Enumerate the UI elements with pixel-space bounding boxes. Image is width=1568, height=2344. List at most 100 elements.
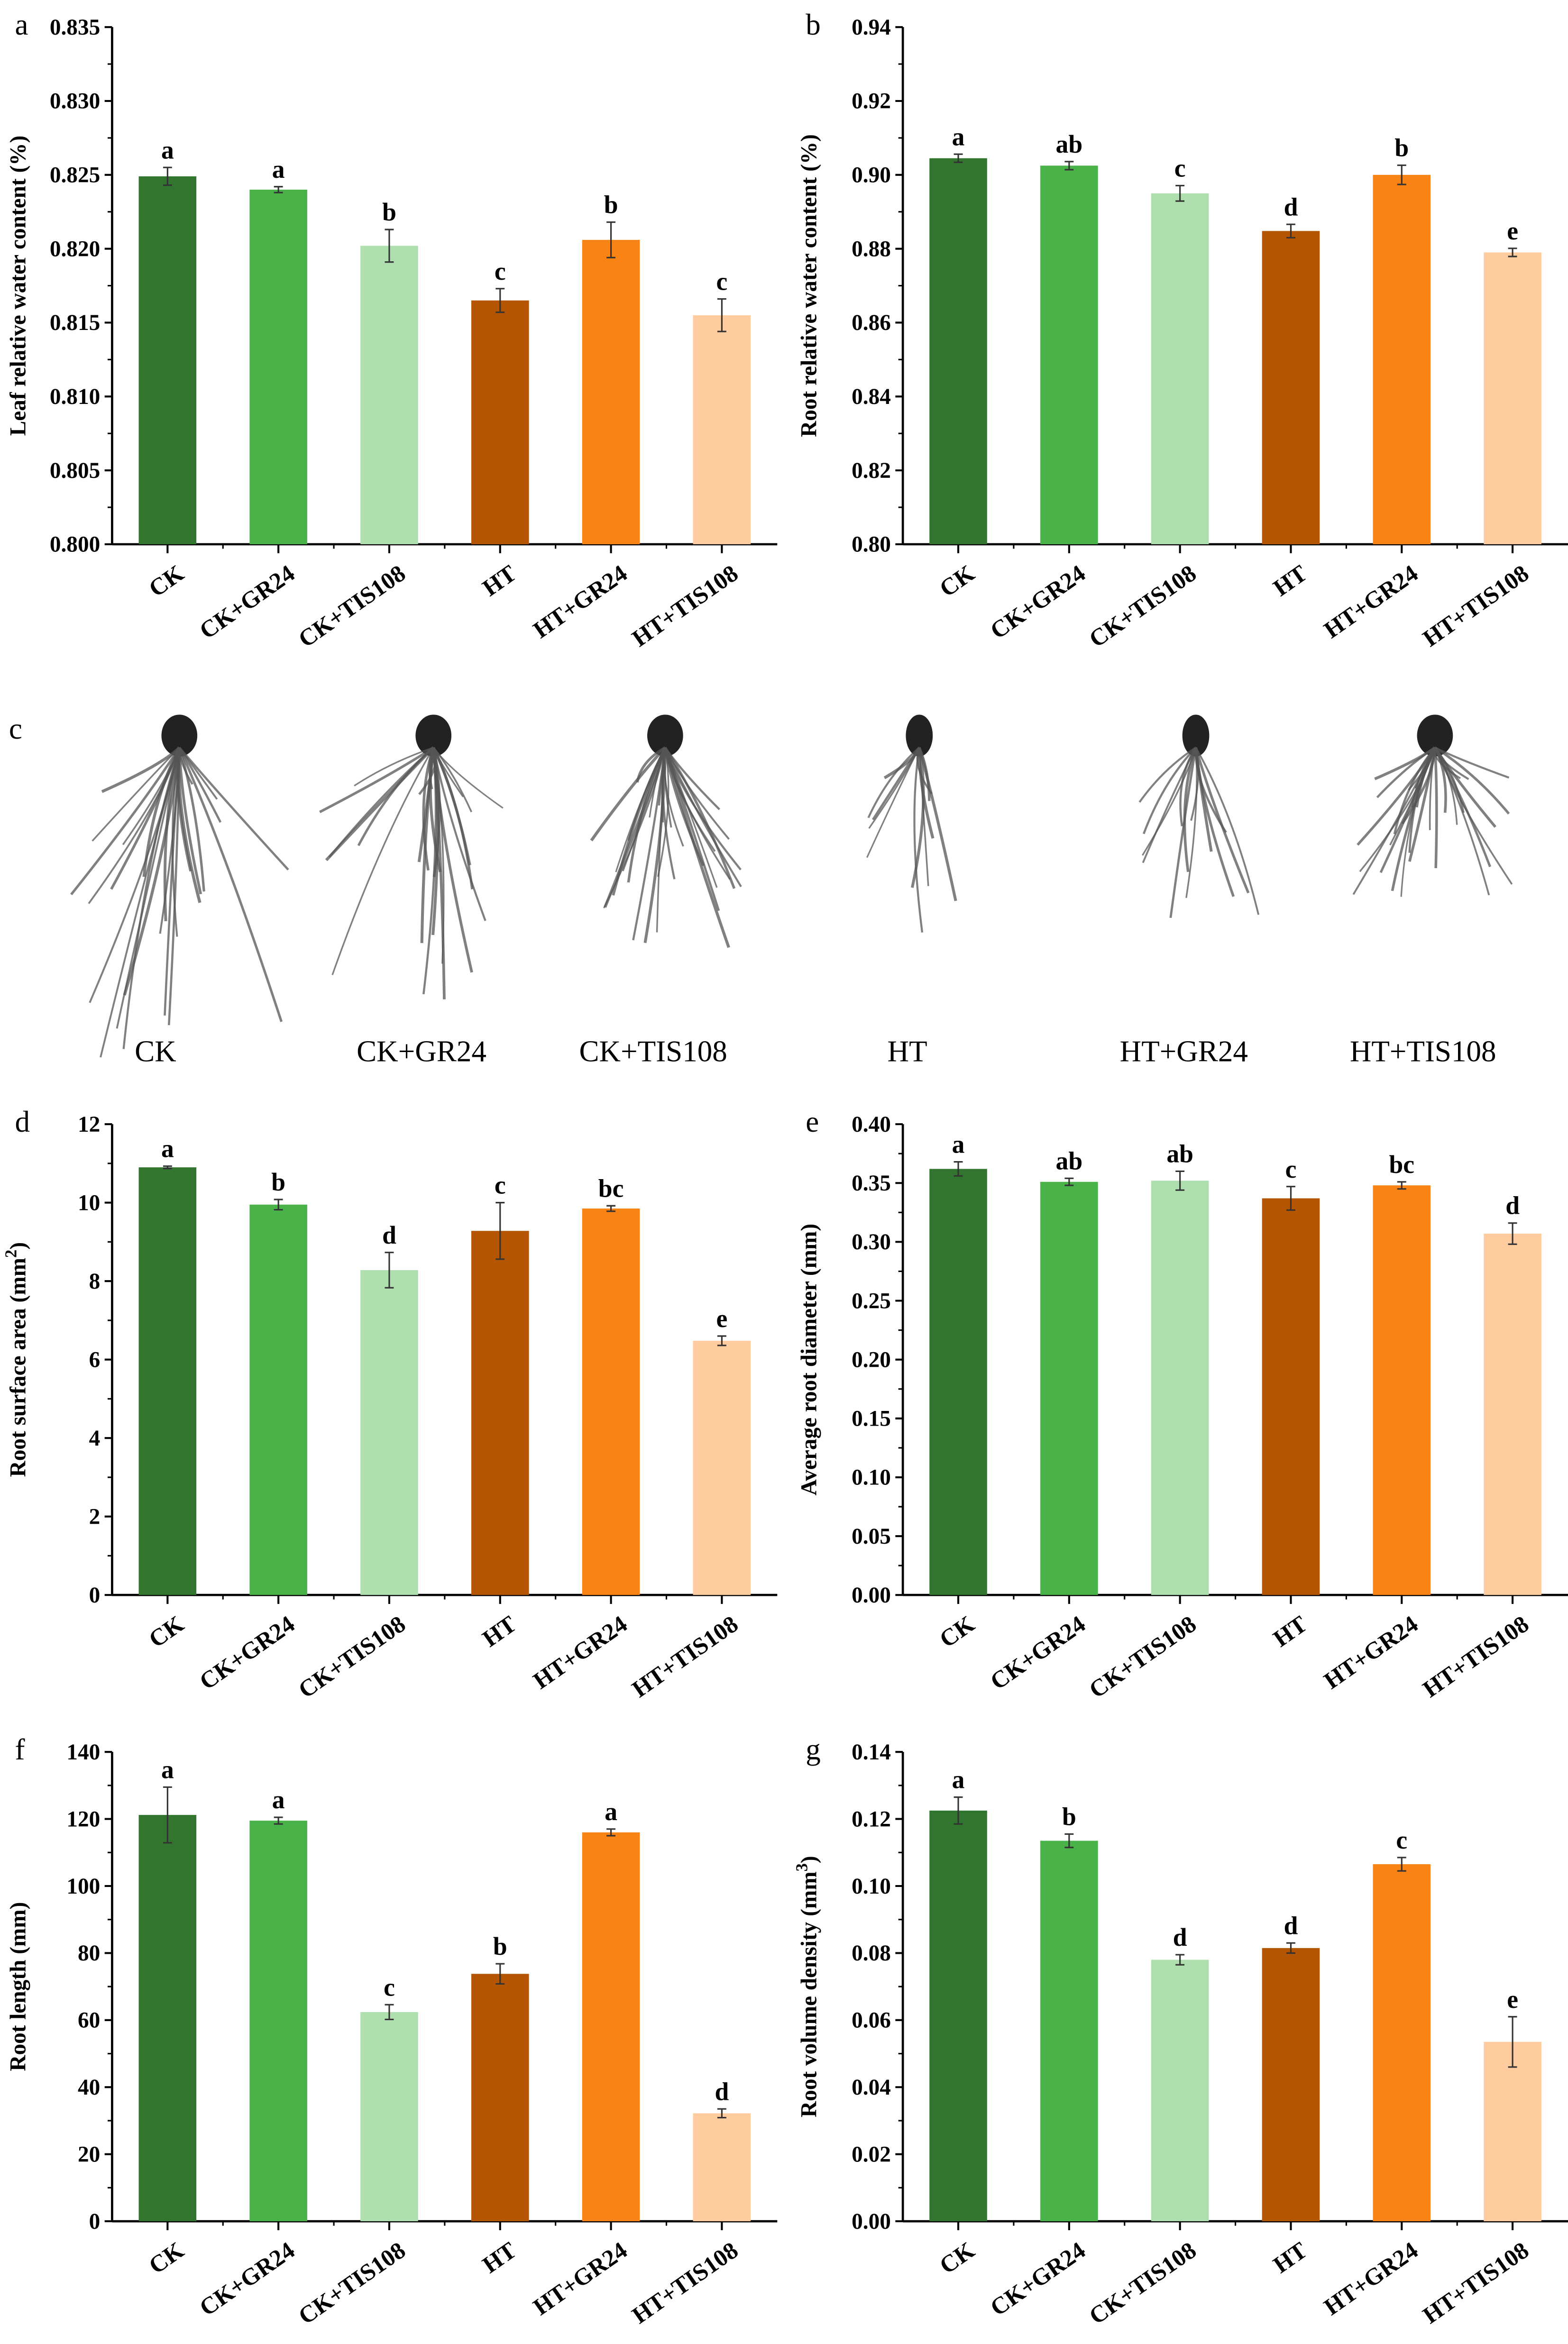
chart-g: g 0.00 0.02 0.04 0.06 0.08 0.10 0.12 0.14 Root vo… <box>793 1733 1568 2329</box>
x-tick-label: HT+GR24 <box>528 2237 632 2320</box>
significance-letter: c <box>1174 154 1186 182</box>
root-photo: HT+GR24 <box>1120 714 1260 1068</box>
significance-letter: b <box>382 198 396 226</box>
y-tick-label: 0.30 <box>852 1230 891 1254</box>
root-strand <box>1194 747 1250 894</box>
x-tick-label: CK <box>144 1611 188 1653</box>
x-tick-label: CK <box>935 559 979 602</box>
root-strand <box>92 747 180 842</box>
bar-ht <box>1262 1948 1320 2222</box>
y-tick-label: 0.92 <box>852 89 891 114</box>
x-tick-label: HT+GR24 <box>528 559 632 643</box>
y-axis-label: Root relative water content (%) <box>797 134 821 437</box>
root-strand <box>867 747 920 818</box>
y-tick-label: 0.835 <box>50 15 100 40</box>
y-tick-label: 20 <box>78 2142 100 2167</box>
significance-letter: d <box>382 1221 396 1249</box>
bar-ht <box>1262 231 1320 544</box>
panel-label-a: a <box>15 8 28 41</box>
root-strand <box>432 747 504 809</box>
x-tick-label: HT+TIS108 <box>1418 559 1533 651</box>
y-label-text: Root relative water content (%) <box>797 134 821 437</box>
y-tick-label: 0.825 <box>50 163 100 188</box>
root-strand <box>178 747 289 870</box>
root-crown <box>161 714 198 757</box>
chart-e: e 0.00 0.05 0.10 0.15 0.20 0.25 0.30 0.35 0.40 Ave… <box>797 1105 1568 1703</box>
root-strand <box>1183 747 1197 872</box>
root-strand <box>913 747 924 933</box>
y-tick-label: 0.00 <box>852 1583 891 1608</box>
significance-letter: e <box>716 1304 728 1333</box>
y-tick-label: 0.25 <box>852 1289 891 1313</box>
significance-letter: b <box>271 1168 285 1196</box>
root-strand <box>1429 747 1436 830</box>
y-tick-label: 0.830 <box>50 89 100 114</box>
root-crown <box>647 714 683 757</box>
root-crown <box>1417 714 1453 757</box>
root-strand <box>1376 746 1436 798</box>
bar-ht <box>471 1231 529 1595</box>
y-tick-label: 4 <box>89 1426 101 1451</box>
significance-letter: c <box>1396 1826 1407 1854</box>
root-strand <box>1138 746 1197 803</box>
y-tick-label: 40 <box>78 2075 100 2100</box>
y-tick-label: 0.40 <box>852 1112 891 1137</box>
significance-letter: a <box>161 136 174 164</box>
significance-letter: d <box>1284 1911 1298 1940</box>
y-tick-label: 6 <box>89 1347 101 1372</box>
root-strand <box>1143 747 1197 834</box>
y-tick-label: 0.08 <box>852 1941 891 1966</box>
root-strand <box>917 747 935 839</box>
bar-ck <box>138 1167 197 1595</box>
root-strand <box>432 747 441 878</box>
x-tick-label: CK+TIS108 <box>293 2237 410 2330</box>
significance-letter: ab <box>1056 130 1083 158</box>
root-photo: CK+GR24 <box>319 714 504 1068</box>
root-strand <box>178 747 205 892</box>
significance-letter: a <box>605 1797 617 1826</box>
bar-ck-gr24 <box>249 1821 307 2222</box>
photo-caption: HT+GR24 <box>1120 1035 1248 1068</box>
root-crown <box>1182 714 1210 757</box>
x-tick-label: HT <box>477 2237 521 2279</box>
bar-ck-gr24 <box>1040 1840 1098 2222</box>
y-tick-label: 0.00 <box>852 2209 891 2234</box>
y-tick-label: 0 <box>89 1583 101 1608</box>
y-tick-label: 0.05 <box>852 1524 891 1549</box>
root-strand <box>1195 747 1260 915</box>
y-tick-label: 140 <box>66 1740 100 1765</box>
bar-ht-gr24 <box>1373 174 1431 544</box>
root-strand <box>319 746 434 814</box>
x-tick-label: HT <box>477 1611 521 1652</box>
bar-ht-tis108 <box>1484 1234 1541 1595</box>
bar-ht-tis108 <box>1484 2042 1541 2222</box>
root-strand <box>110 747 181 890</box>
y-label-superscript: 2 <box>2 1250 20 1258</box>
root-photo: HT+TIS108 <box>1350 714 1513 1068</box>
root-strand <box>1408 747 1436 791</box>
significance-letter: b <box>604 191 618 219</box>
y-tick-label: 0.815 <box>50 311 100 335</box>
root-photo-panel: c CK CK+GR24 CK+TIS108 HT HT+GR24 HT+TIS108 <box>9 712 1513 1068</box>
significance-letter: a <box>272 1785 285 1814</box>
x-tick-label: CK+TIS108 <box>1084 2237 1201 2330</box>
root-strand <box>622 747 666 871</box>
y-tick-label: 0.94 <box>852 15 891 40</box>
y-tick-label: 0.20 <box>852 1347 891 1372</box>
significance-letter: c <box>495 257 506 285</box>
root-strand <box>354 747 434 787</box>
x-tick-label: HT+GR24 <box>1319 1611 1423 1694</box>
x-tick-label: CK+GR24 <box>985 2237 1090 2321</box>
y-label-text: Average root diameter (mm) <box>797 1224 821 1496</box>
root-strand <box>178 747 283 1022</box>
y-tick-label: 0.88 <box>852 237 891 261</box>
root-strand <box>1434 747 1492 868</box>
bar-ht-tis108 <box>693 315 751 544</box>
root-crown <box>906 714 933 757</box>
bar-ht <box>1262 1198 1320 1595</box>
y-tick-label: 2 <box>89 1504 101 1529</box>
bar-ht-tis108 <box>693 1340 751 1595</box>
root-crown <box>415 714 452 757</box>
